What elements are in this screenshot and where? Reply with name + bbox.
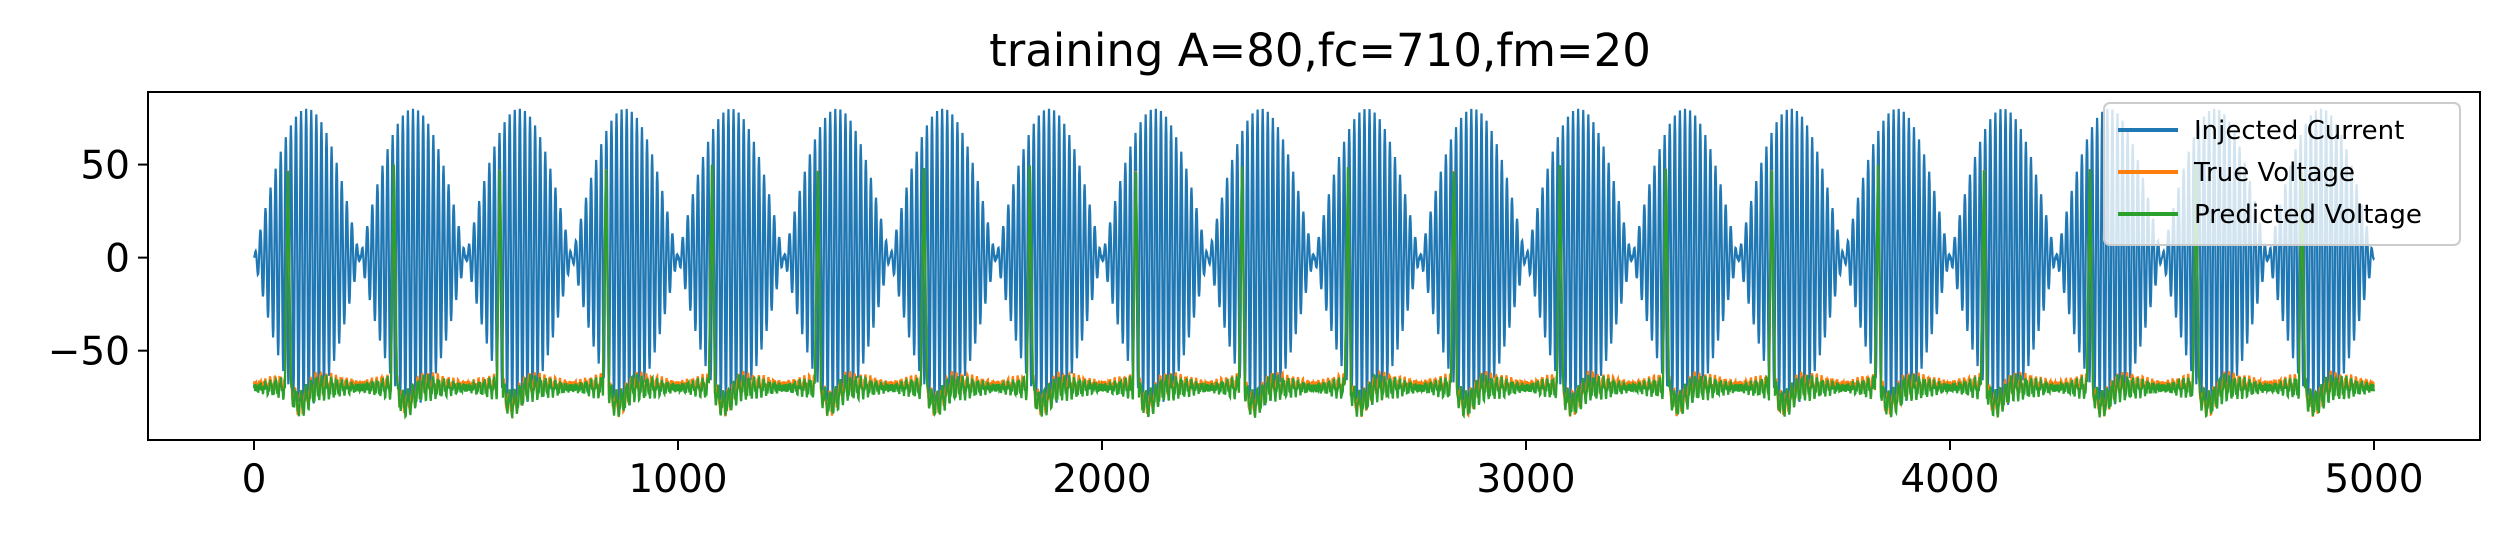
y-tick-label: 50 <box>80 144 130 189</box>
legend: Injected Current True Voltage Predicted Vo… <box>2103 102 2461 246</box>
x-tick-label: 4000 <box>1900 457 1999 502</box>
legend-box <box>2103 102 2461 246</box>
x-tick-label: 1000 <box>628 457 727 502</box>
x-tick-label: 2000 <box>1052 457 1151 502</box>
x-tick-label: 0 <box>242 457 267 502</box>
x-tick-label: 3000 <box>1476 457 1575 502</box>
axes-layer: 0 1000 2000 3000 4000 5000 50 0 −50 <box>48 144 2424 502</box>
series-layer <box>252 108 2376 420</box>
chart-title: training A=80,fc=710,fm=20 <box>989 24 1651 77</box>
series-line-predicted-voltage <box>252 164 2376 420</box>
legend-label: Predicted Voltage <box>2194 200 2422 230</box>
y-tick-label: −50 <box>48 330 130 375</box>
y-tick-label: 0 <box>105 237 130 282</box>
legend-label: True Voltage <box>2193 158 2355 188</box>
legend-label: Injected Current <box>2194 116 2404 146</box>
plot-frame <box>147 91 2481 441</box>
x-tick-label: 5000 <box>2324 457 2423 502</box>
